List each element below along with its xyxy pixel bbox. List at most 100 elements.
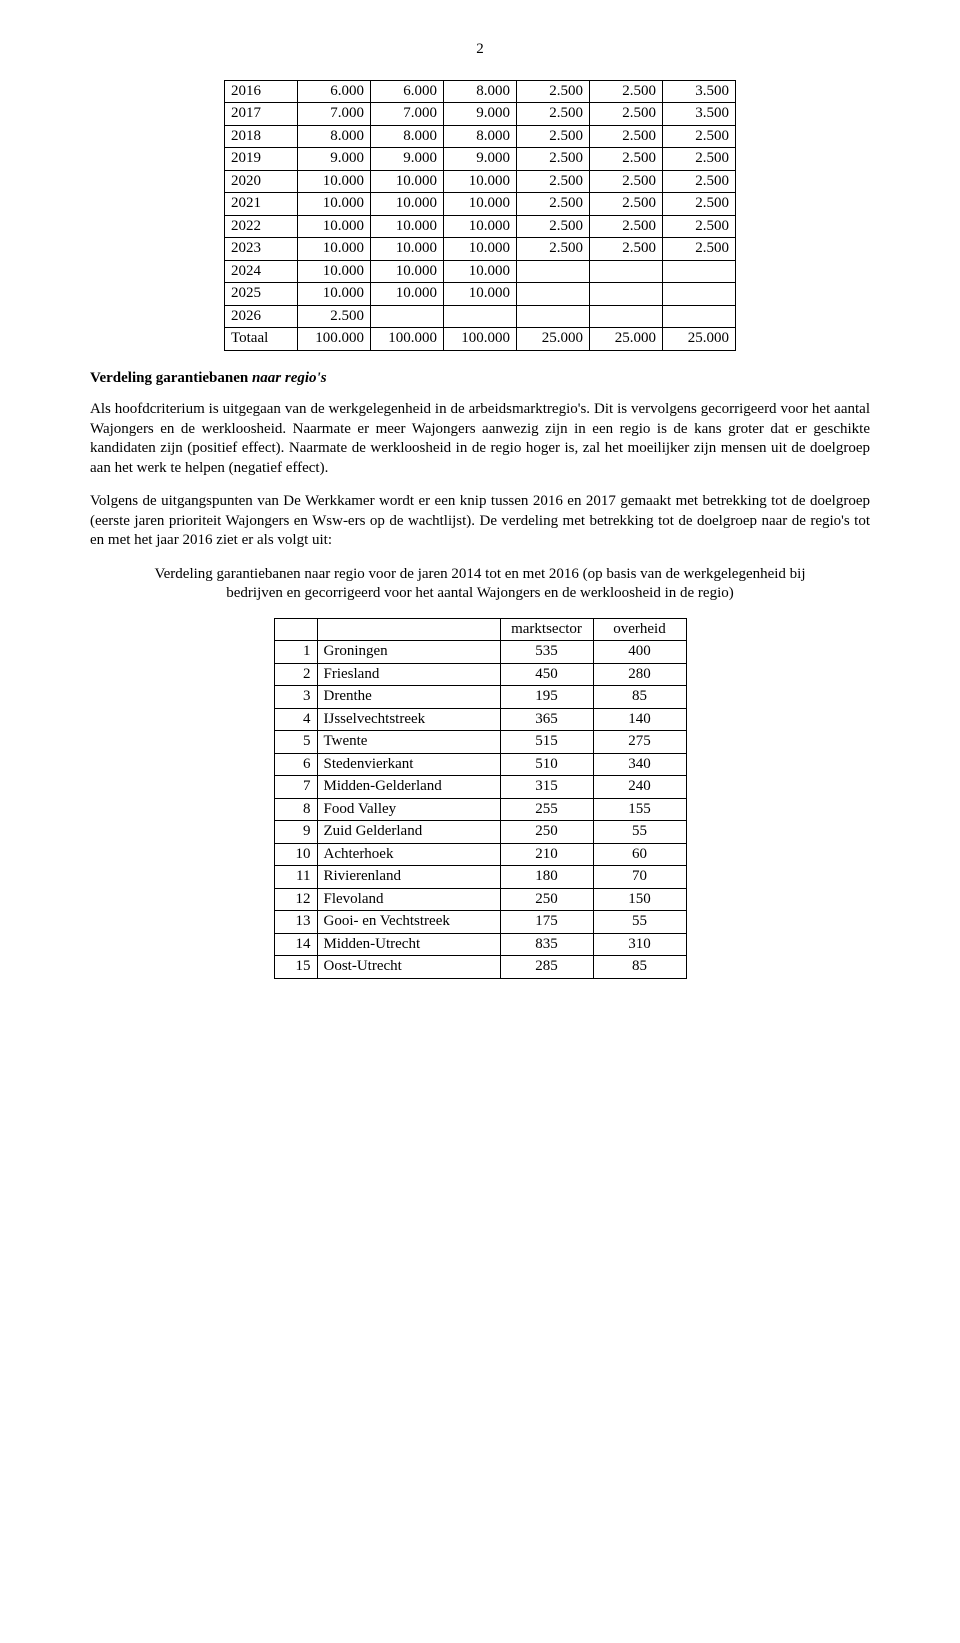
table-cell: 150 xyxy=(593,888,686,911)
table-cell: Oost-Utrecht xyxy=(317,956,500,979)
table-row: 6Stedenvierkant510340 xyxy=(274,753,686,776)
table-cell xyxy=(517,283,590,306)
table-cell: 9.000 xyxy=(444,148,517,171)
table-cell: 8.000 xyxy=(371,125,444,148)
table-cell: 250 xyxy=(500,821,593,844)
table-row: 12Flevoland250150 xyxy=(274,888,686,911)
table-cell: 2025 xyxy=(225,283,298,306)
table-cell: 2.500 xyxy=(517,80,590,103)
table-row: 202210.00010.00010.0002.5002.5002.500 xyxy=(225,215,736,238)
table-header-cell: overheid xyxy=(593,618,686,641)
table-cell: 2023 xyxy=(225,238,298,261)
table-row: 202410.00010.00010.000 xyxy=(225,260,736,283)
table-cell: 250 xyxy=(500,888,593,911)
table-row: 9Zuid Gelderland25055 xyxy=(274,821,686,844)
table-cell: 315 xyxy=(500,776,593,799)
table-cell: 515 xyxy=(500,731,593,754)
table-cell: 2.500 xyxy=(663,193,736,216)
paragraph-1: Als hoofdcriterium is uitgegaan van de w… xyxy=(90,400,870,478)
table-row: 2Friesland450280 xyxy=(274,663,686,686)
table-row: 20177.0007.0009.0002.5002.5003.500 xyxy=(225,103,736,126)
table-cell: 10.000 xyxy=(371,215,444,238)
section-heading: Verdeling garantiebanen naar regio's xyxy=(90,369,870,389)
table-cell: 2022 xyxy=(225,215,298,238)
table-row: 7Midden-Gelderland315240 xyxy=(274,776,686,799)
table-row: 202510.00010.00010.000 xyxy=(225,283,736,306)
table-row: Totaal100.000100.000100.00025.00025.0002… xyxy=(225,328,736,351)
table-row: 11Rivierenland18070 xyxy=(274,866,686,889)
table-cell: 2.500 xyxy=(517,215,590,238)
table-cell: 12 xyxy=(274,888,317,911)
table-cell: 14 xyxy=(274,933,317,956)
table-row: 10Achterhoek21060 xyxy=(274,843,686,866)
table-cell: 100.000 xyxy=(444,328,517,351)
table-cell xyxy=(663,260,736,283)
table-cell: 8.000 xyxy=(444,80,517,103)
table-cell: 6 xyxy=(274,753,317,776)
table-cell: 8 xyxy=(274,798,317,821)
table-cell: 7.000 xyxy=(371,103,444,126)
table-cell: Food Valley xyxy=(317,798,500,821)
table-cell: 10.000 xyxy=(298,170,371,193)
table-header-row: marktsectoroverheid xyxy=(274,618,686,641)
table-header-cell: marktsector xyxy=(500,618,593,641)
table-cell: 10.000 xyxy=(444,215,517,238)
table-header-cell xyxy=(274,618,317,641)
table-cell: 2.500 xyxy=(298,305,371,328)
table-cell: 2017 xyxy=(225,103,298,126)
table-row: 8Food Valley255155 xyxy=(274,798,686,821)
table-cell: 310 xyxy=(593,933,686,956)
table-cell: 10.000 xyxy=(444,170,517,193)
table-cell: 280 xyxy=(593,663,686,686)
table-cell: 10.000 xyxy=(298,215,371,238)
table-cell xyxy=(663,283,736,306)
table-cell: 10.000 xyxy=(371,283,444,306)
table-cell: 2.500 xyxy=(663,215,736,238)
table-cell: 2.500 xyxy=(590,103,663,126)
table-cell: 2.500 xyxy=(517,238,590,261)
table-cell xyxy=(371,305,444,328)
table-row: 20166.0006.0008.0002.5002.5003.500 xyxy=(225,80,736,103)
table-cell: Gooi- en Vechtstreek xyxy=(317,911,500,934)
table-cell: 2.500 xyxy=(590,238,663,261)
table-cell: 5 xyxy=(274,731,317,754)
table-row: 3Drenthe19585 xyxy=(274,686,686,709)
heading-text-b: naar regio's xyxy=(252,370,327,386)
table-cell: 70 xyxy=(593,866,686,889)
table-cell: 6.000 xyxy=(298,80,371,103)
table-cell: Rivierenland xyxy=(317,866,500,889)
table-cell: 2.500 xyxy=(663,148,736,171)
table-cell: 835 xyxy=(500,933,593,956)
table-cell: 285 xyxy=(500,956,593,979)
table-row: 15Oost-Utrecht28585 xyxy=(274,956,686,979)
table-cell: 155 xyxy=(593,798,686,821)
table-cell xyxy=(590,305,663,328)
table-cell: 10.000 xyxy=(371,260,444,283)
table-cell: Groningen xyxy=(317,641,500,664)
heading-text-a: Verdeling garantiebanen xyxy=(90,370,252,386)
table-cell: 55 xyxy=(593,911,686,934)
table-cell: 340 xyxy=(593,753,686,776)
table-cell xyxy=(663,305,736,328)
table-cell: 2.500 xyxy=(517,170,590,193)
table-row: 202010.00010.00010.0002.5002.5002.500 xyxy=(225,170,736,193)
table-cell: 7 xyxy=(274,776,317,799)
table-cell: 365 xyxy=(500,708,593,731)
table-row: 20188.0008.0008.0002.5002.5002.500 xyxy=(225,125,736,148)
table-cell: Totaal xyxy=(225,328,298,351)
table-cell: 195 xyxy=(500,686,593,709)
table-cell: 2.500 xyxy=(663,125,736,148)
table-cell: Achterhoek xyxy=(317,843,500,866)
table-cell: 400 xyxy=(593,641,686,664)
table-cell: 2.500 xyxy=(590,80,663,103)
table-cell: 15 xyxy=(274,956,317,979)
table-cell: 2.500 xyxy=(590,125,663,148)
yearly-data-table: 20166.0006.0008.0002.5002.5003.50020177.… xyxy=(224,80,736,351)
table-cell: 25.000 xyxy=(663,328,736,351)
table-cell xyxy=(444,305,517,328)
table-row: 4IJsselvechtstreek365140 xyxy=(274,708,686,731)
table-cell: 100.000 xyxy=(371,328,444,351)
table-cell: 2.500 xyxy=(590,215,663,238)
table-cell: 2020 xyxy=(225,170,298,193)
table-cell: 9 xyxy=(274,821,317,844)
